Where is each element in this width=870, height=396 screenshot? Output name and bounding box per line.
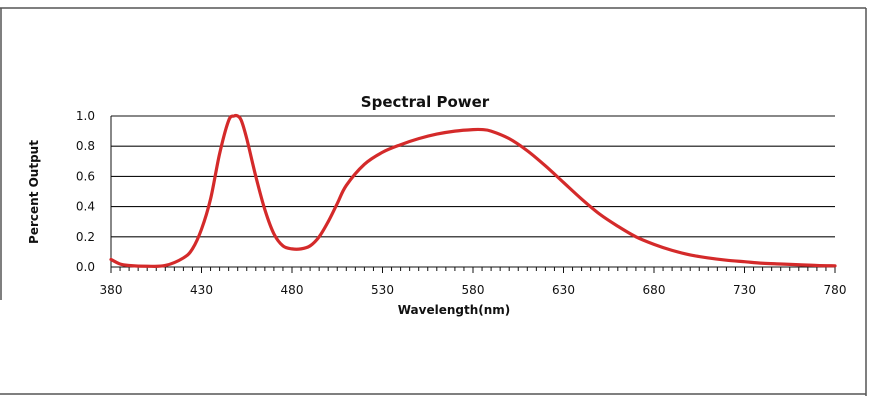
x-tick-label: 380: [100, 283, 123, 297]
y-axis-label: Percent Output: [27, 140, 41, 244]
x-tick-label: 780: [824, 283, 847, 297]
y-tick-label: 0.8: [76, 139, 95, 153]
x-tick-label: 730: [733, 283, 756, 297]
x-tick-label: 430: [190, 283, 213, 297]
y-tick-label: 1.0: [76, 109, 95, 123]
y-tick-label: 0.6: [76, 169, 95, 183]
y-tick-label: 0.0: [76, 260, 95, 274]
chart-title: Spectral Power: [361, 93, 490, 111]
y-tick-label: 0.4: [76, 200, 95, 214]
x-tick-label: 480: [281, 283, 304, 297]
y-tick-label: 0.2: [76, 230, 95, 244]
x-tick-label: 530: [371, 283, 394, 297]
x-axis-label: Wavelength(nm): [398, 303, 511, 317]
x-tick-labels: 380 430 480 530 580 630 680 730 780: [100, 283, 847, 297]
x-tick-label: 680: [643, 283, 666, 297]
x-tick-label: 580: [462, 283, 485, 297]
x-tick-label: 630: [552, 283, 575, 297]
